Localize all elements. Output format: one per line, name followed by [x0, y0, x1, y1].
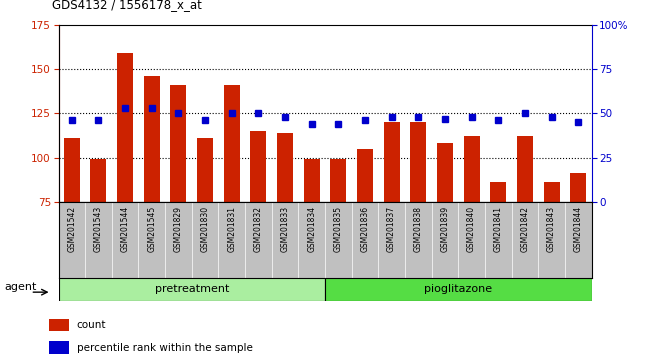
Bar	[517, 136, 533, 202]
Text: GSM201842: GSM201842	[521, 206, 529, 252]
Text: GSM201837: GSM201837	[387, 206, 396, 252]
Text: GSM201844: GSM201844	[574, 206, 582, 252]
Bar	[144, 76, 160, 202]
Bar	[330, 159, 346, 202]
Bar	[277, 133, 293, 202]
Text: pioglitazone: pioglitazone	[424, 284, 492, 295]
Text: GSM201543: GSM201543	[94, 206, 103, 252]
Bar	[49, 341, 69, 354]
Text: GSM201542: GSM201542	[68, 206, 76, 252]
Text: pretreatment: pretreatment	[155, 284, 229, 295]
Text: GSM201838: GSM201838	[414, 206, 422, 252]
Bar	[117, 53, 133, 202]
Text: count: count	[77, 320, 106, 330]
Text: GSM201843: GSM201843	[547, 206, 556, 252]
Bar	[250, 131, 266, 202]
Text: GSM201833: GSM201833	[281, 206, 289, 252]
Text: agent: agent	[5, 282, 37, 292]
Bar	[197, 138, 213, 202]
Text: percentile rank within the sample: percentile rank within the sample	[77, 343, 253, 353]
Bar	[90, 159, 107, 202]
Text: GSM201835: GSM201835	[334, 206, 343, 252]
Bar	[463, 136, 480, 202]
Bar	[384, 122, 400, 202]
Text: GSM201840: GSM201840	[467, 206, 476, 252]
Bar	[570, 173, 586, 202]
Text: GSM201544: GSM201544	[121, 206, 129, 252]
Bar	[64, 138, 80, 202]
Text: GSM201841: GSM201841	[494, 206, 502, 252]
Bar	[58, 278, 325, 301]
Bar	[49, 319, 69, 331]
Bar	[170, 85, 187, 202]
Bar	[437, 143, 453, 202]
Bar	[304, 159, 320, 202]
Bar	[490, 182, 506, 202]
Bar	[224, 85, 240, 202]
Text: GSM201832: GSM201832	[254, 206, 263, 252]
Bar	[543, 182, 560, 202]
Bar	[357, 149, 373, 202]
Bar	[410, 122, 426, 202]
Text: GSM201836: GSM201836	[361, 206, 369, 252]
Text: GSM201839: GSM201839	[441, 206, 449, 252]
Bar	[325, 278, 592, 301]
Text: GSM201830: GSM201830	[201, 206, 209, 252]
Text: GSM201831: GSM201831	[227, 206, 236, 252]
Text: GSM201829: GSM201829	[174, 206, 183, 252]
Text: GSM201545: GSM201545	[148, 206, 156, 252]
Text: GSM201834: GSM201834	[307, 206, 316, 252]
Text: GDS4132 / 1556178_x_at: GDS4132 / 1556178_x_at	[52, 0, 202, 11]
